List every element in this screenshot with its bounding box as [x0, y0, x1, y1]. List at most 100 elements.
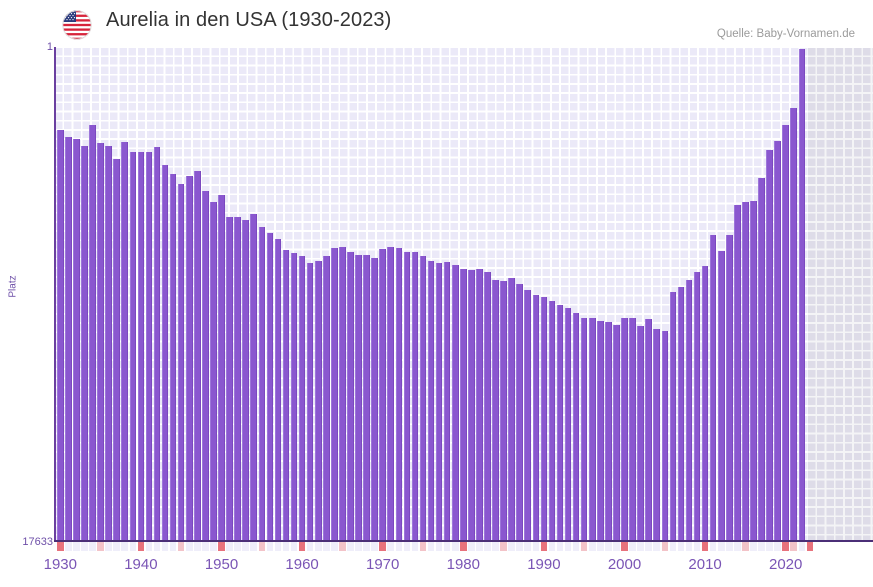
bar-1959[interactable]: [290, 253, 298, 540]
bar-2020[interactable]: [782, 124, 789, 540]
bar-1962[interactable]: [314, 260, 322, 540]
bar-1987[interactable]: [516, 284, 523, 540]
bar-1948[interactable]: [202, 191, 209, 540]
bar-1952[interactable]: [234, 217, 241, 540]
bar-2014[interactable]: [734, 205, 741, 540]
bar-2005[interactable]: [661, 331, 669, 540]
bar-1997[interactable]: [597, 321, 604, 540]
tick-cell-1986: [508, 542, 515, 551]
tick-cell-1964: [331, 542, 338, 551]
bar-1992[interactable]: [556, 305, 564, 540]
bar-1937[interactable]: [113, 158, 120, 540]
bar-1960[interactable]: [298, 256, 306, 540]
bar-1940[interactable]: [137, 152, 145, 540]
bar-1990[interactable]: [540, 297, 548, 540]
tick-cell-1953: [242, 542, 249, 551]
bar-2000[interactable]: [621, 318, 628, 540]
bar-1999[interactable]: [613, 325, 620, 540]
bar-1985[interactable]: [500, 281, 507, 540]
bar-1954[interactable]: [250, 213, 258, 540]
bar-1944[interactable]: [169, 173, 177, 540]
bar-2008[interactable]: [685, 279, 693, 540]
bar-1986[interactable]: [508, 277, 515, 540]
bar-1982[interactable]: [476, 269, 483, 540]
bar-1966[interactable]: [347, 251, 354, 540]
bar-1968[interactable]: [363, 254, 370, 540]
bar-1946[interactable]: [185, 176, 193, 540]
bar-1933[interactable]: [81, 146, 88, 540]
bar-1930[interactable]: [57, 129, 64, 540]
tick-cell-1951: [226, 542, 233, 551]
bar-2017[interactable]: [758, 177, 765, 540]
bar-2003[interactable]: [645, 319, 652, 540]
bar-1950[interactable]: [218, 195, 225, 540]
bar-1981[interactable]: [468, 269, 475, 540]
bar-2021[interactable]: [790, 108, 798, 540]
bar-1953[interactable]: [242, 219, 249, 540]
bar-1935[interactable]: [97, 143, 104, 540]
tick-cell-2004: [653, 542, 661, 551]
bar-1976[interactable]: [427, 261, 435, 540]
bar-1993[interactable]: [564, 307, 572, 540]
bar-1971[interactable]: [387, 246, 395, 540]
bar-1984[interactable]: [492, 279, 499, 540]
bar-2013[interactable]: [725, 235, 733, 540]
bar-1951[interactable]: [226, 216, 233, 540]
bar-1939[interactable]: [129, 151, 137, 540]
bar-1943[interactable]: [161, 164, 169, 540]
bar-1938[interactable]: [121, 141, 129, 540]
bar-1949[interactable]: [210, 202, 217, 540]
y-axis-bottom-label: 17633: [22, 536, 53, 548]
bar-1974[interactable]: [411, 251, 419, 540]
bar-1978[interactable]: [443, 261, 451, 540]
bar-1989[interactable]: [532, 294, 540, 540]
bar-1956[interactable]: [266, 233, 274, 540]
bar-1972[interactable]: [395, 247, 403, 540]
bar-1988[interactable]: [524, 289, 532, 540]
bar-2004[interactable]: [653, 329, 661, 540]
bar-1991[interactable]: [548, 301, 556, 540]
bar-1973[interactable]: [403, 251, 411, 540]
bar-2022[interactable]: [798, 49, 806, 540]
bar-1931[interactable]: [65, 136, 72, 540]
bar-1942[interactable]: [153, 147, 161, 540]
bar-2001[interactable]: [629, 317, 636, 540]
bar-1994[interactable]: [572, 313, 580, 540]
bar-1936[interactable]: [105, 145, 112, 540]
bar-1957[interactable]: [274, 238, 282, 540]
bar-1963[interactable]: [322, 256, 330, 540]
bar-2002[interactable]: [637, 326, 644, 540]
bar-1979[interactable]: [451, 265, 459, 540]
bar-1970[interactable]: [379, 248, 386, 540]
bar-1965[interactable]: [339, 247, 346, 540]
bar-1958[interactable]: [282, 250, 290, 540]
bar-1969[interactable]: [371, 258, 378, 540]
bar-1934[interactable]: [89, 124, 96, 540]
bar-1945[interactable]: [177, 184, 185, 540]
tick-cell-1974: [411, 542, 419, 551]
bar-1955[interactable]: [258, 227, 266, 540]
bar-1983[interactable]: [484, 272, 491, 540]
bar-1941[interactable]: [145, 151, 153, 540]
bar-2009[interactable]: [693, 272, 701, 540]
bar-2019[interactable]: [774, 140, 781, 540]
bar-1998[interactable]: [605, 322, 612, 540]
bar-1996[interactable]: [588, 317, 596, 540]
bar-1961[interactable]: [306, 262, 314, 540]
bar-1964[interactable]: [331, 247, 338, 540]
bar-1977[interactable]: [435, 262, 443, 540]
bar-1967[interactable]: [355, 254, 362, 540]
bar-1947[interactable]: [194, 171, 201, 540]
bar-1975[interactable]: [419, 256, 427, 540]
bar-1932[interactable]: [73, 138, 80, 540]
bar-2010[interactable]: [701, 266, 709, 540]
bar-2015[interactable]: [742, 202, 749, 540]
bar-2012[interactable]: [717, 250, 725, 540]
bar-1995[interactable]: [580, 318, 588, 540]
bar-2011[interactable]: [709, 235, 717, 540]
bar-2006[interactable]: [669, 291, 677, 540]
bar-2016[interactable]: [750, 201, 757, 540]
bar-2007[interactable]: [677, 287, 685, 540]
bar-2018[interactable]: [766, 149, 773, 540]
bar-1980[interactable]: [460, 269, 467, 540]
